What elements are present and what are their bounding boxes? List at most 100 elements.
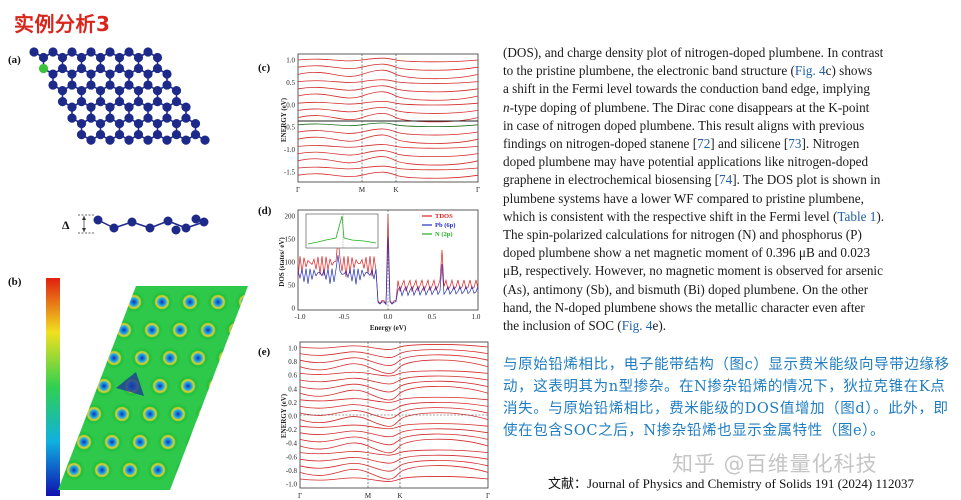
lead-atom [133,52,144,63]
citation-link[interactable]: 73 [788,136,802,152]
dopant-atom [38,63,49,74]
y-tick-label: -0.4 [286,440,298,448]
paper-line: μB, respectively. However, no magnetic m… [503,263,883,279]
lead-atom [133,96,144,107]
y-tick-label: -1.0 [284,146,296,154]
lead-atom [133,130,144,140]
y-tick-label: 0.8 [288,358,297,366]
lead-atom [162,113,172,123]
charge-density-plot [46,278,248,496]
paper-line: The spin-polarized calculations for nitr… [503,227,862,243]
lead-atom [48,80,58,90]
x-tick-label: 0.0 [384,313,393,321]
lead-atom [76,130,87,140]
lead-atom [143,69,153,79]
lead-atom [162,69,172,79]
paper-line: doped plumbene may have potential applic… [503,154,869,170]
lead-atom [143,80,153,90]
colorbar [46,278,60,496]
paper-line: a shift in the Fermi level towards the c… [503,81,870,97]
lead-atom [105,69,115,79]
lead-atom [162,80,172,90]
citation-link[interactable]: Fig. 4 [794,63,826,79]
lead-atom [105,80,115,90]
x-tick-label: K [397,492,402,500]
lead-atom [171,119,182,129]
lead-atom [133,85,144,96]
lead-atom [200,135,210,145]
lead-atom [171,85,182,96]
x-tick-label: M [359,186,366,194]
lead-atom [181,113,191,123]
lead-atom [57,63,68,74]
paper-line: plumbene systems have a lower WF compare… [503,190,864,206]
y-tick-label: 100 [285,259,296,267]
lead-atom [143,102,153,112]
lead-atom [143,135,153,145]
lead-atom [95,63,106,74]
lead-atom [86,47,96,57]
lead-atom [152,130,163,140]
lead-atom [114,96,125,107]
dos-xlabel: Energy (eV) [370,324,407,332]
y-tick-label: 0.0 [286,101,295,109]
dos-ylabel: DOS (states/ eV) [278,237,286,287]
lead-atom [76,96,87,107]
citation-link[interactable]: Fig. 4 [621,318,653,334]
x-tick-label: Γ [296,186,300,194]
citation-link[interactable]: 72 [697,136,711,152]
lead-atom [124,113,134,123]
reference-citation: 文献：Journal of Physics and Chemistry of S… [548,476,915,491]
y-tick-label: 150 [285,236,296,244]
lead-atom [86,69,96,79]
lead-atom [105,102,115,112]
lead-atom [162,135,172,145]
citation-link[interactable]: Table 1 [837,208,877,224]
lead-atom [133,63,144,74]
lead-atom [114,63,125,74]
paper-line: in case of nitrogen doped plumbene. This… [503,117,865,133]
lead-atom [76,85,87,96]
lead-atom [181,102,191,112]
y-tick-label: 0.2 [288,399,297,407]
lead-atom [114,130,125,140]
lead-atom [48,47,58,57]
citation-link[interactable]: 74 [719,172,733,188]
paper-excerpt: (DOS), and charge density plot of nitrog… [503,44,953,335]
lead-atom [133,119,144,129]
lead-atom [86,135,96,145]
lead-atom [171,130,182,140]
lead-atom [67,80,77,90]
lead-atom [162,102,172,112]
panel-label-c: (c) [258,62,271,74]
paper-line: doped plumbene show a net magnetic momen… [503,245,871,261]
dos-plot-d: DOS (states/ eV) Energy (eV) 200 150 100 50… [278,209,481,332]
lead-atom [67,113,77,123]
lead-atom [76,52,87,63]
lead-atom [181,135,191,145]
y-tick-label: -1.0 [286,481,298,489]
lead-atom [38,52,49,63]
lead-atom [57,96,68,107]
lead-atom [67,47,77,57]
lead-atom [124,135,134,145]
lead-atom [67,69,77,79]
lead-atom [48,69,58,79]
x-tick-label: Γ [486,492,490,500]
lead-atom [67,102,77,112]
paper-line: graphene in electrochemical biosensing [… [503,172,881,188]
x-tick-label: 0.5 [428,313,437,321]
lead-atom [57,85,68,96]
x-tick-label: Γ [476,186,480,194]
lead-atom [124,47,134,57]
lead-atom [95,52,106,63]
lead-atom [143,47,153,57]
lead-atom [124,80,134,90]
band-e-ylabel: ENERGY (eV) [280,393,288,438]
paper-line: n-type doping of plumbene. The Dirac con… [503,99,870,115]
lead-atom [105,47,115,57]
lead-atom [105,135,115,145]
lead-atom [86,102,96,112]
y-tick-label: 0.5 [286,79,295,87]
lattice-top-view [29,47,210,145]
